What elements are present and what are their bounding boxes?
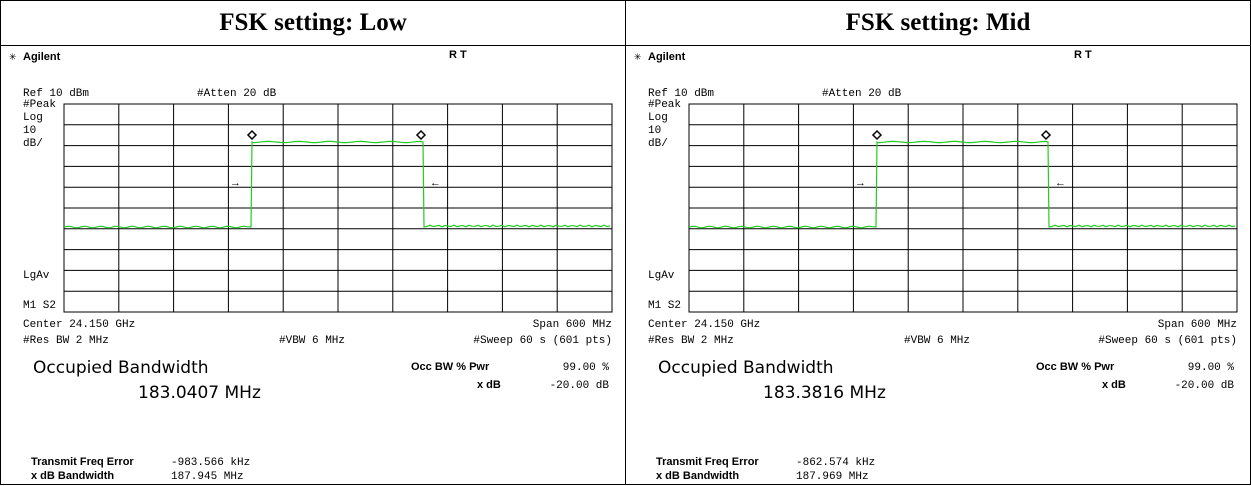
center: Center 24.150 GHz — [648, 319, 760, 331]
xdb-bw-label: x dB Bandwidth — [31, 470, 114, 482]
meas-title: Occupied Bandwidth — [658, 358, 834, 378]
logo-icon: ✳ — [9, 50, 16, 64]
det: #Peak — [648, 99, 681, 111]
res-bw: #Res BW 2 MHz — [648, 335, 734, 347]
marker: M1 S2 — [23, 300, 56, 312]
arrow: ← — [432, 178, 439, 190]
center: Center 24.150 GHz — [23, 319, 135, 331]
res-bw: #Res BW 2 MHz — [23, 335, 109, 347]
marker-diamond — [871, 129, 883, 141]
meas-value: 183.0407 MHz — [138, 383, 261, 403]
occ-label: Occ BW % Pwr — [1036, 361, 1115, 373]
analyzer-screen: ✳ → ← Agilent R T Ref 10 dBm #Atten 20 dB #Peak… — [634, 49, 1238, 483]
xdb-label: x dB — [1102, 379, 1126, 391]
sweep: #Sweep 60 s (601 pts) — [473, 335, 612, 347]
avg: LgAv — [648, 270, 675, 282]
occ-value: 99.00 % — [563, 362, 610, 374]
status: R T — [1074, 49, 1092, 61]
meas-title: Occupied Bandwidth — [33, 358, 209, 378]
scale-unit: dB/ — [648, 138, 668, 150]
xdb-label: x dB — [477, 379, 501, 391]
panel: FSK setting: Low ✳ → ← Agilent R T Ref 10 dBm #… — [0, 0, 626, 485]
ref: Ref 10 dBm — [648, 88, 714, 100]
brand: Agilent — [23, 51, 61, 63]
atten: #Atten 20 dB — [822, 88, 902, 100]
marker-diamond — [246, 129, 258, 141]
marker-diamond — [415, 129, 427, 141]
ref: Ref 10 dBm — [23, 88, 89, 100]
xdb-bw-label: x dB Bandwidth — [656, 470, 739, 482]
span: Span 600 MHz — [533, 319, 612, 331]
vbw: #VBW 6 MHz — [279, 335, 345, 347]
scale: Log — [648, 112, 668, 124]
arrow: ← — [1057, 178, 1064, 190]
meas-value: 183.3816 MHz — [763, 383, 886, 403]
arrow: → — [857, 178, 864, 190]
xdb-value: -20.00 dB — [1175, 380, 1235, 392]
xdb-value: -20.00 dB — [550, 380, 610, 392]
arrow: → — [232, 178, 239, 190]
logo-icon: ✳ — [634, 50, 641, 64]
scale-value: 10 — [648, 125, 661, 137]
scale-unit: dB/ — [23, 138, 43, 150]
brand: Agilent — [648, 51, 686, 63]
panel-header: FSK setting: Mid — [626, 1, 1250, 46]
xdb-bw-value: 187.969 MHz — [796, 471, 869, 483]
freq-err-label: Transmit Freq Error — [31, 456, 134, 468]
analyzer-screen: ✳ → ← Agilent R T Ref 10 dBm #Atten 20 dB #Peak… — [9, 49, 613, 483]
status: R T — [449, 49, 467, 61]
scale-value: 10 — [23, 125, 36, 137]
sweep: #Sweep 60 s (601 pts) — [1098, 335, 1237, 347]
panel: FSK setting: Mid ✳ → ← Agilent R T Ref 10 dBm #… — [625, 0, 1251, 485]
det: #Peak — [23, 99, 56, 111]
trace — [63, 140, 611, 229]
marker: M1 S2 — [648, 300, 681, 312]
occ-value: 99.00 % — [1188, 362, 1235, 374]
atten: #Atten 20 dB — [197, 88, 277, 100]
xdb-bw-value: 187.945 MHz — [171, 471, 244, 483]
vbw: #VBW 6 MHz — [904, 335, 970, 347]
freq-err-value: -862.574 kHz — [796, 457, 875, 469]
avg: LgAv — [23, 270, 50, 282]
trace — [688, 140, 1236, 229]
freq-err-label: Transmit Freq Error — [656, 456, 759, 468]
span: Span 600 MHz — [1158, 319, 1237, 331]
scale: Log — [23, 112, 43, 124]
freq-err-value: -983.566 kHz — [171, 457, 250, 469]
panel-header: FSK setting: Low — [1, 1, 625, 46]
marker-diamond — [1040, 129, 1052, 141]
occ-label: Occ BW % Pwr — [411, 361, 490, 373]
